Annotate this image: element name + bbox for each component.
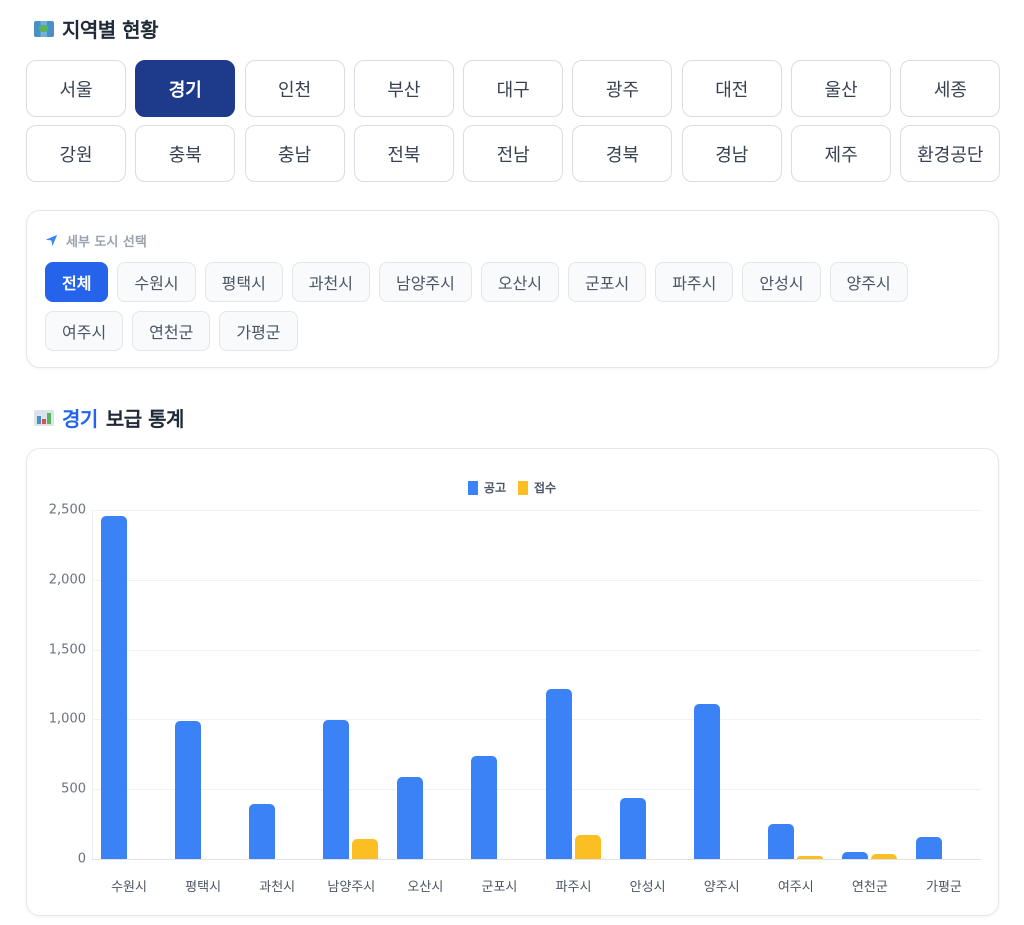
region-button[interactable]: 환경공단	[900, 125, 1001, 182]
region-button[interactable]: 대전	[681, 60, 782, 117]
region-button[interactable]: 경남	[681, 125, 782, 182]
region-button[interactable]: 전남	[463, 125, 564, 182]
legend-item-announcement[interactable]: 공고	[467, 479, 506, 496]
city-chip[interactable]: 전체	[45, 262, 109, 302]
region-button[interactable]: 인천	[244, 60, 345, 117]
bar-received[interactable]	[870, 854, 897, 859]
city-chip[interactable]: 연천군	[132, 311, 211, 351]
city-chip[interactable]: 평택시	[204, 262, 283, 302]
city-chip[interactable]: 수원시	[117, 262, 196, 302]
city-filter-label-text: 세부 도시 선택	[66, 235, 147, 250]
chart-legend: 공고 접수	[0, 479, 1024, 496]
bar-announcement[interactable]	[101, 515, 128, 859]
region-button[interactable]: 울산	[791, 60, 892, 117]
region-section-title: 지역별 현황	[34, 14, 158, 43]
bar-announcement[interactable]	[471, 755, 498, 859]
region-button[interactable]: 충남	[244, 125, 345, 182]
legend-label: 접수	[534, 481, 557, 495]
bar-received[interactable]	[352, 838, 379, 859]
bar-announcement[interactable]	[767, 824, 794, 859]
city-chip[interactable]: 오산시	[480, 262, 560, 302]
bar-announcement[interactable]	[915, 836, 942, 859]
bar-announcement[interactable]	[397, 776, 424, 859]
legend-label: 공고	[483, 481, 506, 495]
chart-card	[26, 448, 999, 916]
region-button[interactable]: 부산	[353, 60, 454, 117]
bar-chart-icon	[34, 409, 54, 426]
bar-announcement[interactable]	[249, 803, 276, 859]
world-map-icon	[34, 20, 54, 37]
stats-title-region: 경기	[62, 407, 98, 431]
region-button[interactable]: 제주	[791, 125, 892, 182]
region-button[interactable]: 강원	[26, 125, 126, 182]
bar-received[interactable]	[574, 835, 601, 859]
city-chip[interactable]: 가평군	[219, 311, 298, 351]
region-button[interactable]: 충북	[135, 125, 236, 182]
city-chip[interactable]: 파주시	[655, 262, 734, 302]
bar-announcement[interactable]	[841, 852, 868, 859]
city-chip[interactable]: 군포시	[568, 262, 647, 302]
legend-swatch-blue	[467, 480, 478, 495]
city-chip[interactable]: 여주시	[45, 311, 124, 351]
legend-item-received[interactable]: 접수	[518, 479, 556, 496]
region-button[interactable]: 전북	[353, 125, 454, 182]
region-button[interactable]: 서울	[26, 60, 126, 117]
bar-announcement[interactable]	[323, 720, 350, 859]
bar-announcement[interactable]	[175, 720, 202, 859]
city-chip[interactable]: 양주시	[829, 262, 908, 302]
city-filter-label: 세부 도시 선택	[45, 231, 147, 250]
bar-announcement[interactable]	[545, 688, 572, 859]
bar-received[interactable]	[796, 856, 823, 859]
stats-section-title: 경기 보급 통계	[34, 403, 184, 432]
city-chip[interactable]: 안성시	[742, 262, 821, 302]
region-title-text: 지역별 현황	[62, 18, 158, 42]
city-chip[interactable]: 남양주시	[378, 262, 472, 302]
bar-announcement[interactable]	[619, 797, 646, 859]
bar-announcement[interactable]	[693, 704, 720, 859]
location-arrow-icon	[45, 234, 58, 247]
region-button[interactable]: 경북	[572, 125, 673, 182]
stats-title-text: 보급 통계	[105, 407, 185, 431]
region-button[interactable]: 광주	[572, 60, 673, 117]
city-chip[interactable]: 과천시	[291, 262, 370, 302]
region-button[interactable]: 경기	[135, 60, 236, 117]
region-button[interactable]: 대구	[463, 60, 564, 117]
region-button[interactable]: 세종	[900, 60, 1001, 117]
legend-swatch-yellow	[518, 480, 528, 495]
